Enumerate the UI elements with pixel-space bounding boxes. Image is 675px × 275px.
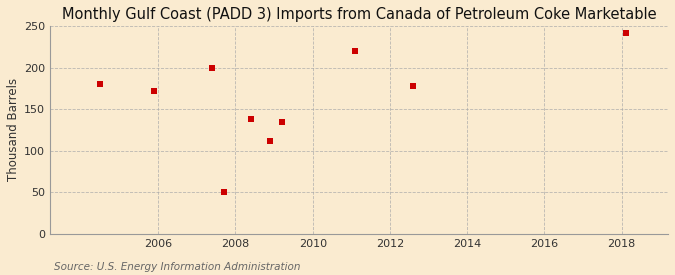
Point — [620, 30, 631, 35]
Point — [95, 82, 106, 86]
Y-axis label: Thousand Barrels: Thousand Barrels — [7, 78, 20, 182]
Point — [350, 49, 360, 53]
Point — [207, 65, 218, 70]
Point — [246, 117, 256, 121]
Point — [277, 119, 288, 124]
Text: Source: U.S. Energy Information Administration: Source: U.S. Energy Information Administ… — [54, 262, 300, 272]
Point — [149, 89, 160, 93]
Point — [408, 84, 418, 88]
Point — [219, 190, 230, 194]
Point — [265, 139, 275, 143]
Title: Monthly Gulf Coast (PADD 3) Imports from Canada of Petroleum Coke Marketable: Monthly Gulf Coast (PADD 3) Imports from… — [62, 7, 656, 22]
